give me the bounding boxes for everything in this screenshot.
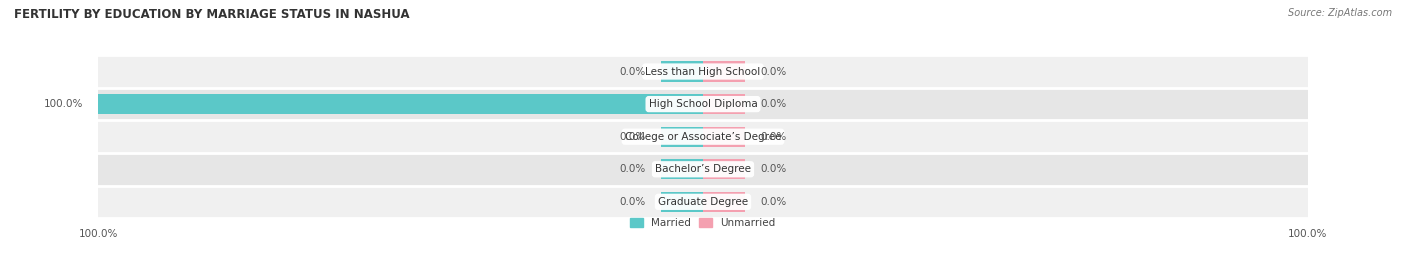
- Bar: [98, 120, 1308, 153]
- Text: 0.0%: 0.0%: [761, 66, 787, 77]
- Text: Less than High School: Less than High School: [645, 66, 761, 77]
- Bar: [703, 192, 745, 212]
- Text: Graduate Degree: Graduate Degree: [658, 197, 748, 207]
- Text: College or Associate’s Degree: College or Associate’s Degree: [624, 132, 782, 142]
- Text: Source: ZipAtlas.com: Source: ZipAtlas.com: [1288, 8, 1392, 18]
- Bar: [98, 55, 1308, 88]
- Bar: [703, 61, 745, 82]
- Text: 0.0%: 0.0%: [619, 132, 645, 142]
- Legend: Married, Unmarried: Married, Unmarried: [630, 218, 776, 228]
- Text: Bachelor’s Degree: Bachelor’s Degree: [655, 164, 751, 174]
- Bar: [98, 153, 1308, 185]
- Text: 100.0%: 100.0%: [44, 99, 83, 109]
- Bar: [98, 88, 1308, 120]
- Text: 0.0%: 0.0%: [761, 164, 787, 174]
- Text: 0.0%: 0.0%: [761, 197, 787, 207]
- Bar: [661, 159, 703, 179]
- Bar: [661, 61, 703, 82]
- Bar: [661, 192, 703, 212]
- Bar: [98, 185, 1308, 218]
- Bar: [661, 126, 703, 147]
- Bar: [703, 159, 745, 179]
- Text: 0.0%: 0.0%: [761, 132, 787, 142]
- Text: 0.0%: 0.0%: [619, 164, 645, 174]
- Text: FERTILITY BY EDUCATION BY MARRIAGE STATUS IN NASHUA: FERTILITY BY EDUCATION BY MARRIAGE STATU…: [14, 8, 409, 21]
- Bar: [98, 94, 703, 114]
- Text: High School Diploma: High School Diploma: [648, 99, 758, 109]
- Text: 0.0%: 0.0%: [619, 66, 645, 77]
- Text: 0.0%: 0.0%: [761, 99, 787, 109]
- Bar: [703, 126, 745, 147]
- Bar: [703, 94, 745, 114]
- Text: 0.0%: 0.0%: [619, 197, 645, 207]
